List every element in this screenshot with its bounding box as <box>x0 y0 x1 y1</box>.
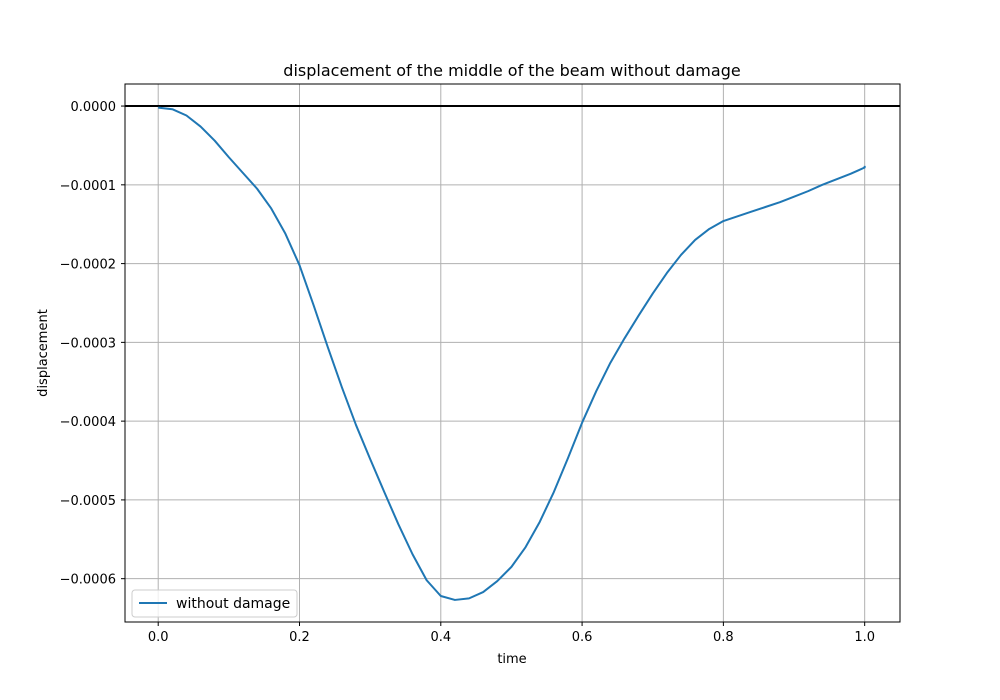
x-axis-label: time <box>497 652 526 667</box>
series-line <box>158 106 866 601</box>
y-tick-label: 0.0000 <box>71 100 117 115</box>
y-tick-label: −0.0004 <box>60 415 116 430</box>
x-tick-label: 0.2 <box>289 630 310 645</box>
y-tick-label: −0.0001 <box>60 179 116 194</box>
x-axis-ticks: 0.0 0.2 0.4 0.6 0.8 1.0 <box>148 622 875 645</box>
y-axis-ticks: 0.0000 −0.0001 −0.0002 −0.0003 −0.0004 −0.000… <box>60 100 125 588</box>
x-tick-label: 0.6 <box>572 630 593 645</box>
legend-box <box>131 589 298 618</box>
x-tick-label: 0.4 <box>430 630 451 645</box>
chart-title: displacement of the middle of the beam w… <box>283 61 740 80</box>
y-tick-label: −0.0002 <box>60 258 116 273</box>
y-tick-label: −0.0006 <box>60 573 116 588</box>
y-axis-label: displacement <box>36 309 51 397</box>
legend-label: without damage <box>176 596 290 612</box>
y-tick-label: −0.0003 <box>60 336 116 351</box>
legend: without damage <box>131 589 298 618</box>
plot-area <box>125 84 900 622</box>
x-tick-label: 0.8 <box>713 630 734 645</box>
x-tick-label: 0.0 <box>148 630 169 645</box>
y-tick-label: −0.0005 <box>60 494 116 509</box>
series-group <box>158 106 866 601</box>
x-tick-label: 1.0 <box>854 630 875 645</box>
plot-frame <box>124 83 901 623</box>
